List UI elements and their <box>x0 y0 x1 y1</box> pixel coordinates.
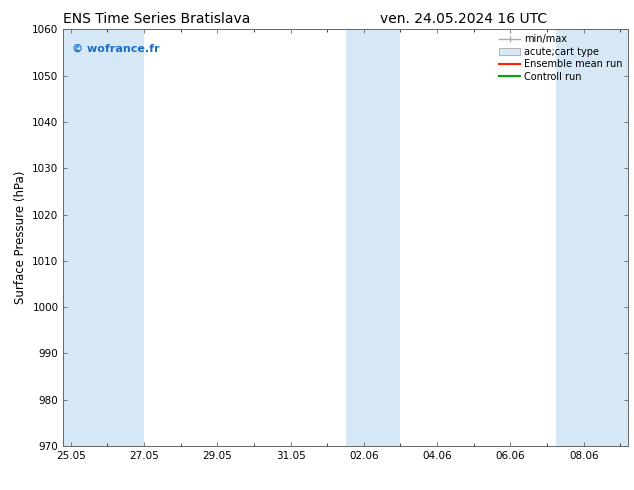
Bar <box>63 29 82 446</box>
Legend: min/max, acute;cart type, Ensemble mean run, Controll run: min/max, acute;cart type, Ensemble mean … <box>497 32 624 83</box>
Text: ven. 24.05.2024 16 UTC: ven. 24.05.2024 16 UTC <box>380 12 548 26</box>
Text: ENS Time Series Bratislava: ENS Time Series Bratislava <box>63 12 251 26</box>
Y-axis label: Surface Pressure (hPa): Surface Pressure (hPa) <box>14 171 27 304</box>
Text: © wofrance.fr: © wofrance.fr <box>72 44 160 54</box>
Bar <box>82 29 144 446</box>
Bar <box>346 29 401 446</box>
Bar <box>556 29 628 446</box>
